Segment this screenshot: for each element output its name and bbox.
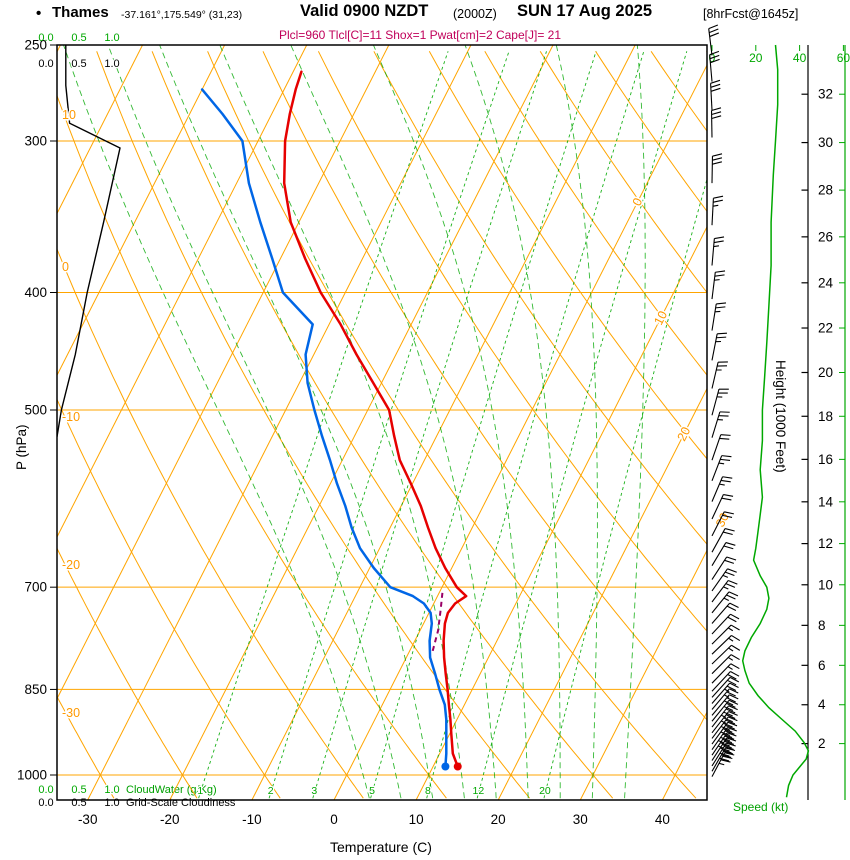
- moist-adiabat-lines: [63, 45, 646, 799]
- svg-text:250: 250: [24, 38, 47, 53]
- grid: [57, 45, 707, 800]
- svg-text:0: 0: [630, 196, 646, 209]
- forecast-hour: [8hrFcst@1645z]: [703, 7, 799, 21]
- svg-text:10: 10: [409, 812, 424, 827]
- svg-text:10: 10: [818, 577, 833, 592]
- valid-date: SUN 17 Aug 2025: [517, 2, 653, 20]
- svg-text:28: 28: [818, 183, 833, 198]
- svg-text:1.0: 1.0: [104, 797, 119, 809]
- svg-text:16: 16: [818, 452, 833, 467]
- svg-text:32: 32: [818, 87, 833, 102]
- svg-text:24: 24: [818, 275, 834, 290]
- svg-text:0.0: 0.0: [38, 784, 53, 796]
- svg-text:20: 20: [749, 51, 763, 65]
- svg-text:10: 10: [62, 108, 76, 122]
- svg-text:0.5: 0.5: [71, 797, 86, 809]
- svg-text:-30: -30: [62, 706, 80, 720]
- isotherm-lines: [57, 45, 707, 800]
- svg-text:1.0: 1.0: [104, 58, 119, 70]
- corner-scales: 0.00.00.00.00.50.50.50.51.01.01.01.0: [37, 32, 121, 809]
- svg-text:30: 30: [713, 511, 732, 530]
- svg-text:30: 30: [573, 812, 588, 827]
- cloudiness-profile: [57, 45, 121, 437]
- svg-text:20: 20: [675, 425, 694, 444]
- mixing-ratio-lines: [198, 51, 707, 799]
- dry-adiabat-labels: 10 0 -10 -20 -30: [61, 107, 82, 722]
- svg-text:20: 20: [491, 812, 506, 827]
- svg-text:26: 26: [818, 229, 833, 244]
- speed-axis-label: Speed (kt): [733, 800, 789, 814]
- pressure-axis: 250 300 400 500 700 850 1000: [17, 38, 57, 783]
- svg-text:0.5: 0.5: [71, 58, 86, 70]
- svg-text:-20: -20: [62, 558, 80, 572]
- sounding-profiles: [200, 70, 468, 771]
- svg-text:20: 20: [818, 365, 833, 380]
- svg-text:0.0: 0.0: [38, 32, 53, 44]
- svg-text:1.0: 1.0: [104, 784, 119, 796]
- svg-text:8: 8: [425, 785, 431, 797]
- dry-adiabat-lines: [57, 51, 707, 799]
- wind-barbs: [708, 24, 741, 777]
- svg-text:60: 60: [837, 51, 850, 65]
- valid-time-utc: (2000Z): [453, 7, 497, 21]
- isobar-lines: [57, 45, 707, 776]
- svg-text:18: 18: [818, 409, 833, 424]
- surface-temperature-dot: [453, 762, 462, 771]
- svg-text:1: 1: [197, 785, 203, 797]
- svg-text:-30: -30: [78, 812, 98, 827]
- station-name: Thames: [52, 4, 109, 21]
- svg-text:300: 300: [24, 134, 47, 149]
- svg-text:-10: -10: [62, 410, 80, 424]
- temperature-axis: -30 -20 -10 0 10 20 30 40: [78, 812, 670, 827]
- svg-text:0: 0: [62, 260, 69, 274]
- svg-text:1000: 1000: [17, 768, 47, 783]
- svg-text:1.0: 1.0: [104, 32, 119, 44]
- svg-text:8: 8: [818, 618, 826, 633]
- mixing-ratio-labels: 1 2 3 5 8 12 20: [196, 784, 552, 799]
- station-coordinates: -37.161°,175.549° (31,23): [121, 9, 243, 21]
- svg-text:6: 6: [818, 658, 826, 673]
- svg-text:0.5: 0.5: [71, 784, 86, 796]
- svg-text:700: 700: [24, 580, 47, 595]
- svg-text:0.5: 0.5: [71, 32, 86, 44]
- svg-text:14: 14: [818, 494, 834, 509]
- svg-text:30: 30: [818, 135, 833, 150]
- temperature-axis-label: Temperature (C): [330, 839, 432, 855]
- plot-frame: [56, 44, 708, 801]
- station-bullet-icon: •: [36, 5, 42, 22]
- svg-text:2: 2: [818, 736, 826, 751]
- svg-text:-10: -10: [242, 812, 262, 827]
- valid-time: Valid 0900 NZDT: [300, 2, 429, 20]
- svg-text:0.0: 0.0: [38, 58, 53, 70]
- svg-text:0: 0: [330, 812, 338, 827]
- surface-dewpoint-dot: [441, 762, 450, 771]
- speed-scale: 0 20 40 60: [709, 45, 850, 65]
- svg-text:20: 20: [539, 785, 551, 797]
- speed-right-axis: [839, 45, 846, 800]
- svg-text:22: 22: [818, 321, 833, 336]
- svg-text:400: 400: [24, 285, 47, 300]
- svg-text:4: 4: [818, 697, 826, 712]
- svg-text:500: 500: [24, 403, 47, 418]
- svg-text:0.0: 0.0: [38, 797, 53, 809]
- svg-text:850: 850: [24, 682, 47, 697]
- wind-speed-profile: [741, 44, 810, 798]
- svg-text:40: 40: [793, 51, 807, 65]
- svg-text:12: 12: [473, 785, 485, 797]
- svg-text:2: 2: [268, 785, 274, 797]
- svg-text:5: 5: [369, 785, 375, 797]
- svg-text:-20: -20: [160, 812, 180, 827]
- svg-text:40: 40: [655, 812, 670, 827]
- svg-text:12: 12: [818, 536, 833, 551]
- stability-indices: Plcl=960 Tlcl[C]=11 Shox=1 Pwat[cm]=2 Ca…: [278, 28, 562, 42]
- svg-text:3: 3: [311, 785, 317, 797]
